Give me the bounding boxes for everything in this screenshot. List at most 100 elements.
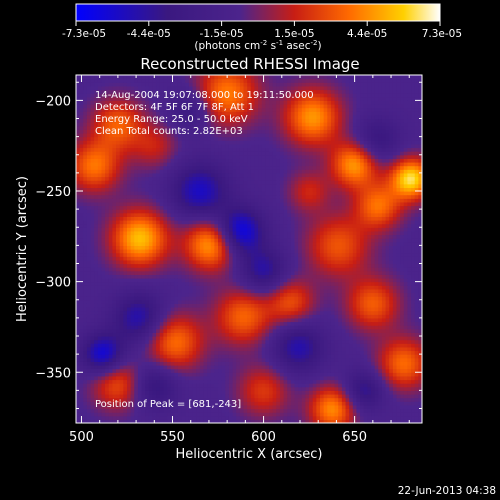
heatmap-cell <box>199 187 205 192</box>
heatmap-cell <box>196 201 201 207</box>
heatmap-cell <box>167 154 172 159</box>
heatmap-cell <box>119 281 124 286</box>
heatmap-cell <box>214 394 219 399</box>
heatmap-cell <box>218 375 223 381</box>
heatmap-cell <box>79 230 84 236</box>
heatmap-cell <box>250 180 256 185</box>
heatmap-cell <box>126 96 132 101</box>
heatmap-cell <box>258 249 263 254</box>
heatmap-cell <box>170 241 175 246</box>
heatmap-cell <box>108 85 114 91</box>
heatmap-cell <box>141 165 146 170</box>
heatmap-cell <box>239 343 245 348</box>
heatmap-cell <box>250 401 256 406</box>
heatmap-cell <box>210 82 215 87</box>
heatmap-cell <box>79 310 84 315</box>
heatmap-cell <box>148 249 154 254</box>
heatmap-cell <box>112 129 117 134</box>
heatmap-cell <box>203 172 208 178</box>
heatmap-cell <box>141 172 146 178</box>
heatmap-cell <box>203 361 208 366</box>
heatmap-cell <box>119 350 124 355</box>
heatmap-cell <box>94 274 99 279</box>
heatmap-cell <box>101 201 106 207</box>
heatmap-cell <box>152 151 157 156</box>
heatmap-cell <box>137 339 143 344</box>
heatmap-cell <box>174 303 179 308</box>
heatmap-cell <box>210 122 215 127</box>
heatmap-cell <box>232 379 237 384</box>
heatmap-cell <box>159 288 165 294</box>
heatmap-cell <box>228 408 234 413</box>
heatmap-cell <box>174 278 179 283</box>
heatmap-cell <box>196 165 201 170</box>
heatmap-cell <box>258 183 263 188</box>
heatmap-cell <box>239 288 245 294</box>
heatmap-cell <box>105 357 110 362</box>
heatmap-cell <box>79 343 84 348</box>
heatmap-cell <box>76 252 81 257</box>
heatmap-cell <box>177 82 183 87</box>
heatmap-cell <box>76 386 81 391</box>
heatmap-cell <box>145 408 150 413</box>
heatmap-cell <box>79 249 84 254</box>
heatmap-cell <box>94 205 99 210</box>
heatmap-cell <box>243 165 248 170</box>
heatmap-cell <box>177 165 183 170</box>
heatmap-cell <box>141 78 146 83</box>
heatmap-cell <box>250 85 256 91</box>
heatmap-cell <box>199 249 205 254</box>
heatmap-cell <box>199 303 205 308</box>
heatmap-cell <box>90 278 95 283</box>
heatmap-cell <box>247 158 252 163</box>
heatmap-cell <box>225 245 230 250</box>
heatmap-cell <box>90 310 95 315</box>
heatmap-cell <box>247 162 252 167</box>
heatmap-cell <box>218 328 223 333</box>
heatmap-cell <box>177 133 183 138</box>
heatmap-cell <box>163 162 168 167</box>
heatmap-cell <box>90 249 95 254</box>
heatmap-cell <box>250 375 256 381</box>
heatmap-cell <box>196 78 201 83</box>
heatmap-cell <box>243 285 248 290</box>
heatmap-cell <box>228 220 234 225</box>
heatmap-cell <box>145 317 150 323</box>
heatmap-cell <box>152 346 157 352</box>
heatmap-cell <box>163 165 168 170</box>
heatmap-cell <box>167 165 172 170</box>
heatmap-cell <box>218 165 223 170</box>
heatmap-cell <box>250 397 256 402</box>
heatmap-cell <box>126 180 132 185</box>
heatmap-cell <box>108 212 114 217</box>
heatmap-cell <box>250 187 256 192</box>
heatmap-cell <box>218 176 223 181</box>
heatmap-cell <box>207 114 212 120</box>
heatmap-cell <box>232 365 237 370</box>
heatmap-cell <box>185 194 190 199</box>
heatmap-cell <box>156 183 161 188</box>
heatmap-cell <box>90 241 95 246</box>
heatmap-cell <box>254 187 259 192</box>
heatmap-cell <box>108 285 114 290</box>
heatmap-cell <box>76 191 81 196</box>
heatmap-cell <box>119 107 124 112</box>
heatmap-cell <box>137 136 143 141</box>
heatmap-cell <box>105 350 110 355</box>
heatmap-cell <box>196 212 201 217</box>
heatmap-cell <box>163 220 168 225</box>
heatmap-cell <box>94 285 99 290</box>
heatmap-cell <box>130 401 135 406</box>
heatmap-cell <box>152 230 157 236</box>
heatmap-cell <box>116 368 121 373</box>
heatmap-cell <box>250 234 256 239</box>
heatmap-cell <box>228 419 234 423</box>
heatmap-cell <box>101 122 106 127</box>
heatmap-cell <box>101 140 106 145</box>
heatmap-cell <box>214 339 219 344</box>
heatmap-cell <box>90 75 95 80</box>
heatmap-cell <box>101 278 106 283</box>
heatmap-cell <box>134 234 139 239</box>
heatmap-cell <box>119 307 124 312</box>
heatmap-cell <box>221 383 226 388</box>
